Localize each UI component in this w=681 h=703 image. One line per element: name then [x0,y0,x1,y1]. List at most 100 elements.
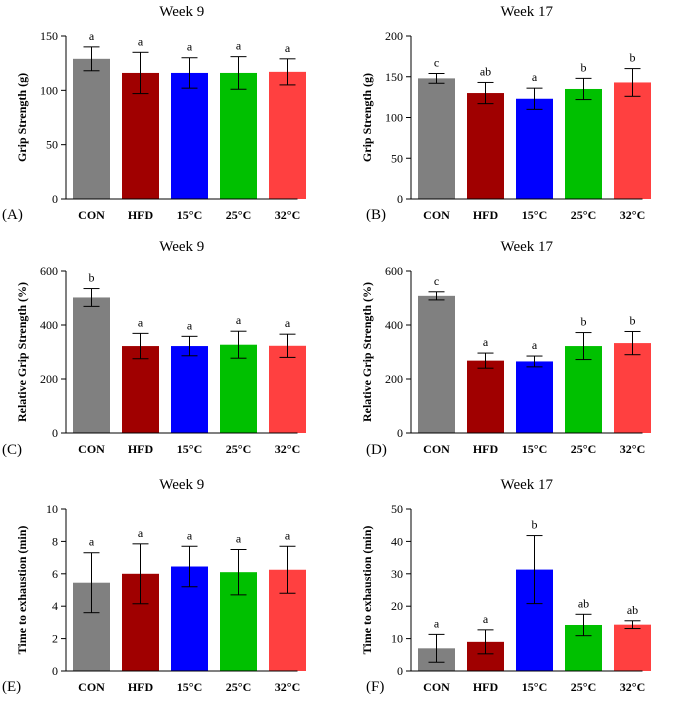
significance-letter-0: b [89,271,95,285]
error-bar-2 [181,57,198,89]
bar-4 [614,343,651,433]
bar-1 [467,360,504,433]
y-tick-label: 100 [385,111,403,125]
y-tick-label: 150 [40,29,58,43]
category-label-0: CON [78,680,105,694]
category-label-3: 25°C [571,680,596,694]
error-bar-4 [624,68,641,97]
y-axis-label: Relative Grip Strength (%) [360,282,374,422]
category-label-3: 25°C [226,680,251,694]
y-axis-label: Time to exhaustion (min) [360,526,374,655]
category-label-0: CON [78,208,105,222]
y-tick-label: 400 [385,318,403,332]
error-bar-0 [83,46,100,72]
bar-3 [565,346,602,433]
significance-letter-1: a [483,335,489,349]
significance-letter-2: a [532,70,538,84]
chart-title: Week 17 [500,239,553,255]
error-bar-2 [526,535,543,605]
y-tick-label: 4 [52,599,58,613]
bar-0 [73,297,110,433]
y-axis-label: Relative Grip Strength (%) [15,282,29,422]
category-label-2: 15°C [522,442,547,456]
chart-title: Week 17 [500,477,553,493]
chart-title: Week 9 [159,4,204,20]
error-bar-1 [477,352,494,369]
chart-panel-c: Week 9 b CON a HFD a 15°C a 25°C a 32°C 0 200 400 600 R… [2,239,306,458]
category-label-2: 15°C [522,680,547,694]
y-tick-label: 2 [52,632,58,646]
y-tick-label: 0 [397,426,403,440]
error-bar-2 [181,545,198,588]
category-label-1: HFD [473,680,499,694]
y-axis-label: Grip Strength (g) [15,73,29,162]
bar-4 [614,82,651,199]
error-bar-3 [230,56,247,90]
category-label-4: 32°C [275,208,300,222]
y-tick-label: 10 [391,632,403,646]
category-label-4: 32°C [275,680,300,694]
chart-panel-e: Week 9 a CON a HFD a 15°C a 25°C a 32°C 0 2 4 6 8 10 Time… [2,477,306,695]
bar-2 [171,346,208,433]
y-tick-label: 8 [52,534,58,548]
chart-title: Week 9 [159,477,204,493]
bar-4 [269,345,306,433]
y-tick-label: 200 [40,372,58,386]
bar-1 [122,346,159,433]
significance-letter-0: a [89,535,95,549]
significance-letter-4: b [630,51,636,65]
category-label-3: 25°C [571,442,596,456]
error-bar-1 [477,81,494,105]
panel-label: (A) [2,207,23,223]
y-tick-label: 50 [391,502,403,516]
error-bar-3 [575,77,592,101]
significance-letter-4: ab [627,603,638,617]
y-tick-label: 0 [52,664,58,678]
y-tick-label: 0 [397,664,403,678]
y-tick-label: 40 [391,534,403,548]
chart-title: Week 17 [500,4,553,20]
y-tick-label: 0 [52,192,58,206]
significance-letter-0: c [434,274,439,288]
panel-label: (B) [366,207,386,223]
chart-panel-d: Week 17 c CON a HFD a 15°C b 25°C b 32°C 0 200 400 600… [360,239,651,458]
significance-letter-2: a [187,528,193,542]
bar-0 [418,78,455,199]
error-bar-1 [477,629,494,655]
significance-letter-4: a [285,41,291,55]
bar-2 [171,72,208,199]
category-label-3: 25°C [226,208,251,222]
category-label-0: CON [423,442,450,456]
significance-letter-3: b [581,60,587,74]
y-tick-label: 30 [391,567,403,581]
y-tick-label: 50 [46,138,58,152]
category-label-2: 15°C [522,208,547,222]
category-label-1: HFD [473,208,499,222]
significance-letter-0: c [434,55,439,69]
error-bar-2 [526,355,543,368]
category-label-2: 15°C [177,680,202,694]
significance-letter-3: b [581,315,587,329]
error-bar-2 [181,335,198,357]
error-bar-1 [132,332,149,360]
bar-3 [220,72,257,199]
category-label-0: CON [423,208,450,222]
y-tick-label: 100 [40,83,58,97]
significance-letter-3: a [236,39,242,53]
category-label-0: CON [423,680,450,694]
y-tick-label: 10 [46,502,58,516]
error-bar-1 [132,51,149,95]
significance-letter-1: a [138,526,144,540]
significance-letter-2: a [532,338,538,352]
bar-3 [565,88,602,199]
category-label-4: 32°C [275,442,300,456]
y-tick-label: 400 [40,318,58,332]
error-bar-0 [428,633,445,663]
y-axis-label: Time to exhaustion (min) [15,526,29,655]
error-bar-3 [230,330,247,359]
category-label-0: CON [78,442,105,456]
bar-0 [73,58,110,199]
category-label-1: HFD [128,680,154,694]
error-bar-4 [279,545,296,594]
